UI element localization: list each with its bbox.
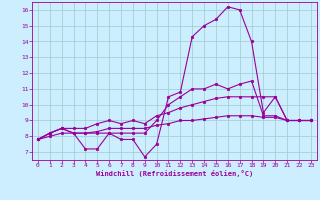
X-axis label: Windchill (Refroidissement éolien,°C): Windchill (Refroidissement éolien,°C)	[96, 170, 253, 177]
